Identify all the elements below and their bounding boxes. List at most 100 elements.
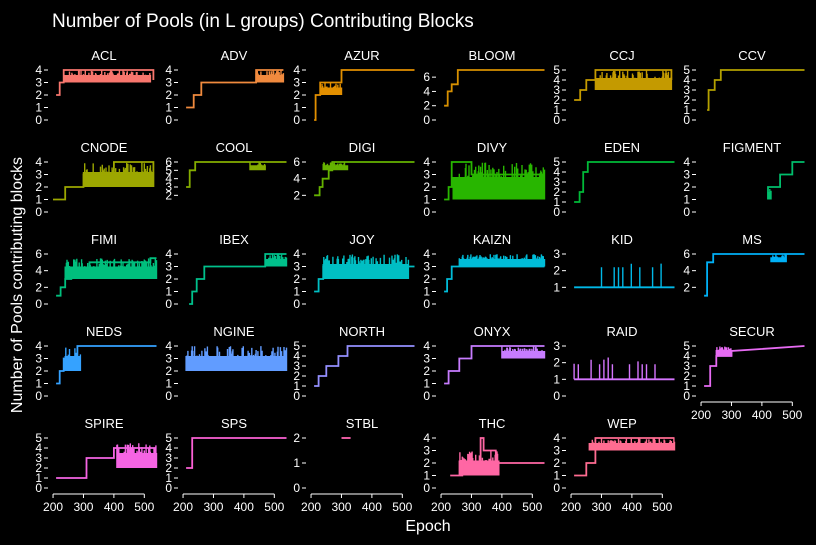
series-noise (64, 70, 152, 83)
x-tick-label: 500 (264, 500, 284, 514)
series-line (444, 69, 545, 107)
y-tick-label: 0 (553, 113, 560, 127)
facet-label: KID (611, 232, 633, 247)
y-tick-label: 2 (293, 431, 300, 445)
series-line (574, 69, 673, 101)
y-tick-label: 3 (683, 83, 690, 97)
series-noise (573, 357, 656, 380)
facet-label: BLOOM (469, 48, 516, 63)
y-tick-label: 0 (35, 481, 42, 495)
series-noise (458, 450, 500, 476)
y-tick-label: 0 (553, 205, 560, 219)
series-line (53, 161, 155, 201)
y-tick-label: 1 (683, 193, 690, 207)
series-noise (116, 443, 158, 468)
y-tick-label: 3 (553, 83, 560, 97)
series-line (56, 257, 157, 297)
y-tick-label: 2 (293, 369, 300, 383)
series-noise (249, 162, 266, 171)
y-tick-label: 2 (553, 456, 560, 470)
y-tick-label: 0 (553, 389, 560, 403)
y-tick-label: 1 (293, 456, 300, 470)
y-tick-label: 4 (423, 339, 430, 353)
facet-label: ADV (221, 48, 248, 63)
series-noise (319, 82, 343, 95)
y-tick-label: 3 (165, 180, 172, 194)
y-tick-label: 4 (553, 165, 560, 179)
facet-grid: ACL01234ADV01234AZUR01234BLOOM0246CCJ012… (35, 48, 805, 514)
y-tick-label: 4 (293, 63, 300, 77)
y-tick-label: 3 (423, 444, 430, 458)
y-tick-label: 6 (423, 70, 430, 84)
y-tick-label: 1 (683, 379, 690, 393)
x-tick-label: 500 (522, 500, 542, 514)
series-noise (588, 438, 676, 451)
series-noise (501, 346, 546, 359)
x-tick-label: 400 (752, 408, 772, 422)
facet-label: AZUR (344, 48, 379, 63)
y-tick-label: 1 (165, 471, 172, 485)
y-tick-label: 2 (293, 272, 300, 286)
y-tick-label: 4 (423, 84, 430, 98)
series-line (186, 161, 287, 188)
series-line (444, 345, 545, 385)
y-tick-label: 1 (553, 469, 560, 483)
y-tick-label: 3 (423, 168, 430, 182)
y-tick-label: 3 (293, 359, 300, 373)
y-tick-label: 3 (683, 168, 690, 182)
y-tick-label: 4 (35, 441, 42, 455)
facet-label: JOY (349, 232, 375, 247)
series-line (56, 345, 157, 385)
y-tick-label: 6 (165, 155, 172, 169)
x-tick-label: 200 (173, 500, 193, 514)
series-line (314, 161, 415, 197)
y-tick-label: 0 (423, 297, 430, 311)
x-tick-label: 200 (301, 500, 321, 514)
facet-label: SPIRE (84, 416, 123, 431)
series-noise (770, 254, 787, 263)
y-tick-label: 4 (35, 339, 42, 353)
x-tick-label: 200 (561, 500, 581, 514)
series-line (444, 265, 545, 293)
y-tick-label: 2 (553, 93, 560, 107)
y-tick-label: 4 (683, 73, 690, 87)
facet-label: ONYX (474, 324, 511, 339)
y-tick-label: 0 (293, 481, 300, 495)
y-tick-label: 2 (165, 272, 172, 286)
y-tick-label: 0 (35, 297, 42, 311)
y-tick-label: 2 (423, 272, 430, 286)
series-line (444, 161, 545, 201)
y-tick-label: 1 (553, 280, 560, 294)
y-tick-label: 4 (293, 172, 300, 186)
x-tick-label: 300 (331, 500, 351, 514)
series-noise (264, 254, 288, 267)
y-tick-label: 4 (683, 264, 690, 278)
series-line (707, 69, 805, 111)
y-tick-label: 0 (423, 481, 430, 495)
y-tick-label: 2 (423, 364, 430, 378)
y-tick-label: 5 (683, 63, 690, 77)
y-tick-label: 5 (35, 431, 42, 445)
y-tick-label: 3 (35, 451, 42, 465)
facet-label: NORTH (339, 324, 385, 339)
x-axis-title: Epoch (405, 518, 450, 535)
facet-label: RAID (606, 324, 637, 339)
y-tick-label: 2 (35, 280, 42, 294)
facet-panel-stbl: STBL 0 1 2 200 300 400 500 (293, 416, 412, 514)
y-tick-label: 1 (293, 379, 300, 393)
y-tick-label: 4 (423, 247, 430, 261)
y-tick-label: 0 (35, 205, 42, 219)
y-tick-label: 3 (423, 352, 430, 366)
